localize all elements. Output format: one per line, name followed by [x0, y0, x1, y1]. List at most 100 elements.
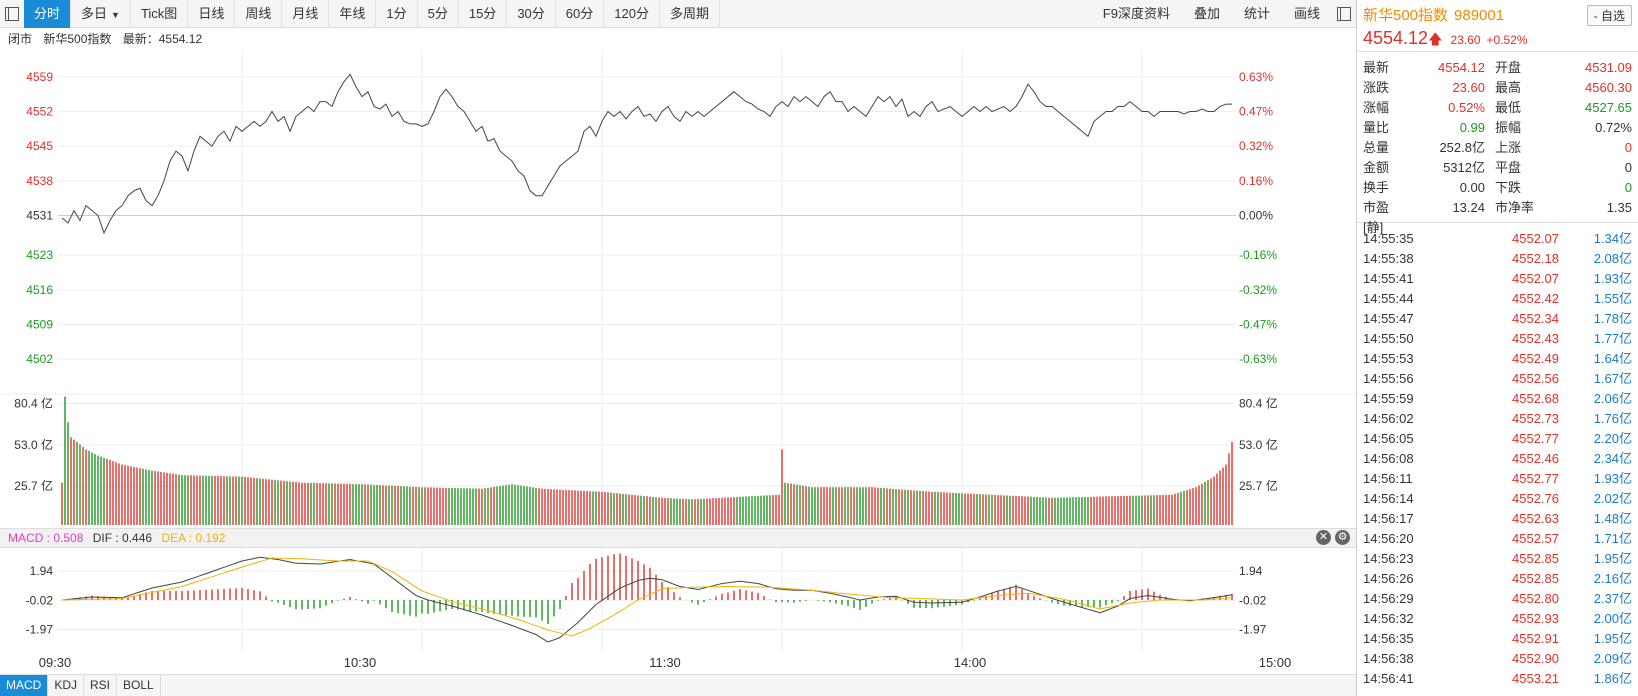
tick-row: 14:55:44 4552.42 1.55亿 — [1363, 289, 1632, 309]
tab-multiday[interactable]: 多日 ▼ — [71, 0, 131, 28]
stats-link[interactable]: 统计 — [1243, 5, 1270, 21]
tick-row: 14:56:26 4552.85 2.16亿 — [1363, 569, 1632, 589]
tick-amount: 1.76亿 — [1593, 411, 1632, 426]
period-toolbar: 分时 多日 ▼ Tick图 日线 周线 月线 年线 1分 5分 15分 30分 6… — [0, 0, 1356, 28]
stat-value: 0 — [1624, 160, 1632, 175]
tick-time: 14:56:29 — [1363, 591, 1414, 606]
tick-amount: 2.02亿 — [1593, 491, 1632, 506]
stat-row: 量比 0.99 振幅 0.72% — [1363, 118, 1632, 138]
gear-icon[interactable]: ⚙ — [1335, 530, 1350, 545]
dea-line — [61, 557, 1233, 637]
tick-list[interactable]: 14:55:35 4552.07 1.34亿 14:55:38 4552.18 2.08亿… — [1357, 223, 1638, 689]
tab-boll[interactable]: BOLL — [117, 675, 161, 696]
volume-tick-label: 80.4 亿 — [14, 396, 53, 411]
price-tick-label: 4545 — [26, 139, 53, 153]
tick-price: 4552.68 — [1512, 391, 1559, 406]
tick-row: 14:55:38 4552.18 2.08亿 — [1363, 249, 1632, 269]
macd-chart[interactable]: 1.94 1.94 -0.02 -0.02 -1.97 -1.97 — [0, 548, 1356, 652]
tick-amount: 1.34亿 — [1593, 231, 1632, 246]
tab-rsi[interactable]: RSI — [84, 675, 118, 696]
caret-down-icon: ▼ — [111, 9, 120, 20]
overlay-link[interactable]: 叠加 — [1193, 5, 1220, 21]
stat-label: 开盘 — [1495, 60, 1522, 75]
tick-amount: 1.93亿 — [1593, 271, 1632, 286]
tab-intraday[interactable]: 分时 — [24, 0, 72, 28]
tab-tick[interactable]: Tick图 — [131, 0, 189, 28]
intraday-chart[interactable]: 4559 0.63% 4552 0.47% 4545 0.32% 4538 0.16% 4531… — [0, 49, 1356, 528]
pct-tick-label: 0.16% — [1239, 174, 1273, 188]
stat-value: 5312亿 — [1443, 160, 1485, 175]
sidebar-toggle-right[interactable] — [1332, 0, 1356, 28]
tick-row: 14:56:14 4552.76 2.02亿 — [1363, 489, 1632, 509]
tick-amount: 2.09亿 — [1593, 651, 1632, 666]
tick-time: 14:56:35 — [1363, 631, 1414, 646]
tick-amount: 1.95亿 — [1593, 631, 1632, 646]
time-label: 11:30 — [649, 655, 681, 670]
tick-price: 4552.07 — [1512, 231, 1559, 246]
tick-row: 14:56:32 4552.93 2.00亿 — [1363, 609, 1632, 629]
tab-daily[interactable]: 日线 — [188, 0, 236, 28]
sidebar-toggle-left[interactable] — [0, 0, 24, 28]
tab-yearly[interactable]: 年线 — [329, 0, 377, 28]
quote-price: 4554.12 — [1363, 28, 1429, 48]
tick-time: 14:56:26 — [1363, 571, 1414, 586]
tick-row: 14:55:56 4552.56 1.67亿 — [1363, 369, 1632, 389]
tab-multiday-label: 多日 — [81, 5, 108, 21]
tab-weekly[interactable]: 周线 — [235, 0, 283, 28]
tab-1min[interactable]: 1分 — [376, 0, 418, 28]
tick-time: 14:55:35 — [1363, 231, 1414, 246]
time-label: 09:30 — [38, 655, 72, 670]
quote-stats: 最新 4554.12 开盘 4531.09 涨跌 23.60 最高 4560.30 涨幅 0.52… — [1357, 52, 1638, 235]
stat-label: 最高 — [1495, 80, 1522, 95]
stat-label: 涨幅 — [1363, 100, 1390, 115]
tick-amount: 1.93亿 — [1593, 471, 1632, 486]
tick-time: 14:56:14 — [1363, 491, 1414, 506]
tab-kdj[interactable]: KDJ — [48, 675, 85, 696]
tick-row: 14:55:50 4552.43 1.77亿 — [1363, 329, 1632, 349]
f9-deep-data-link[interactable]: F9深度资料 — [1102, 5, 1170, 21]
tick-price: 4552.77 — [1512, 471, 1559, 486]
quote-panel: 新华500指数 989001 - 自选 4554.12🡅 23.60 +0.52% 最… — [1356, 0, 1638, 696]
tab-5min[interactable]: 5分 — [418, 0, 459, 28]
tab-30min[interactable]: 30分 — [507, 0, 556, 28]
tick-amount: 2.20亿 — [1593, 431, 1632, 446]
price-tick-label: 4538 — [26, 174, 53, 188]
price-tick-label: 4531 — [26, 209, 53, 223]
volume-tick-label: 25.7 亿 — [1239, 478, 1278, 493]
stat-label: 金额 — [1363, 160, 1390, 175]
stat-value: 13.24 — [1452, 200, 1485, 215]
macd-header-icons: ✕ ⚙ — [1316, 530, 1350, 545]
stat-label: 涨跌 — [1363, 80, 1390, 95]
tab-60min[interactable]: 60分 — [556, 0, 605, 28]
toolbar-right: F9深度资料 叠加 统计 画线 — [1091, 0, 1356, 28]
tab-15min[interactable]: 15分 — [459, 0, 508, 28]
tick-price: 4552.73 — [1512, 411, 1559, 426]
tick-row: 14:56:23 4552.85 1.95亿 — [1363, 549, 1632, 569]
close-icon[interactable]: ✕ — [1316, 530, 1331, 545]
tick-row: 14:55:53 4552.49 1.64亿 — [1363, 349, 1632, 369]
time-label: 14:00 — [953, 655, 987, 670]
tick-time: 14:56:11 — [1363, 471, 1413, 486]
draw-line-link[interactable]: 画线 — [1293, 5, 1320, 21]
stat-value: 0.99 — [1459, 120, 1485, 135]
tick-time: 14:55:59 — [1363, 391, 1414, 406]
tick-price: 4552.85 — [1512, 571, 1559, 586]
stat-label: 平盘 — [1495, 160, 1522, 175]
macd-value-label: MACD : 0.508 — [8, 531, 84, 545]
tick-price: 4552.56 — [1512, 371, 1559, 386]
tab-macd[interactable]: MACD — [0, 675, 49, 696]
stat-row: 涨幅 0.52% 最低 4527.65 — [1363, 98, 1632, 118]
tick-time: 14:56:17 — [1363, 511, 1414, 526]
tick-price: 4552.93 — [1512, 611, 1559, 626]
tick-row: 14:56:38 4552.90 2.09亿 — [1363, 649, 1632, 669]
macd-tick-label: 1.94 — [1239, 564, 1263, 578]
index-name: 新华500指数 — [43, 32, 112, 46]
macd-header: MACD : 0.508 DIF : 0.446 DEA : 0.192 ✕ ⚙ — [0, 528, 1356, 548]
time-label: 10:30 — [343, 655, 377, 670]
tick-time: 14:56:38 — [1363, 651, 1414, 666]
add-favorite-button[interactable]: - 自选 — [1586, 5, 1632, 26]
tab-multi-period[interactable]: 多周期 — [660, 0, 720, 28]
tab-monthly[interactable]: 月线 — [282, 0, 330, 28]
tab-120min[interactable]: 120分 — [604, 0, 660, 28]
tick-amount: 1.86亿 — [1593, 671, 1632, 686]
